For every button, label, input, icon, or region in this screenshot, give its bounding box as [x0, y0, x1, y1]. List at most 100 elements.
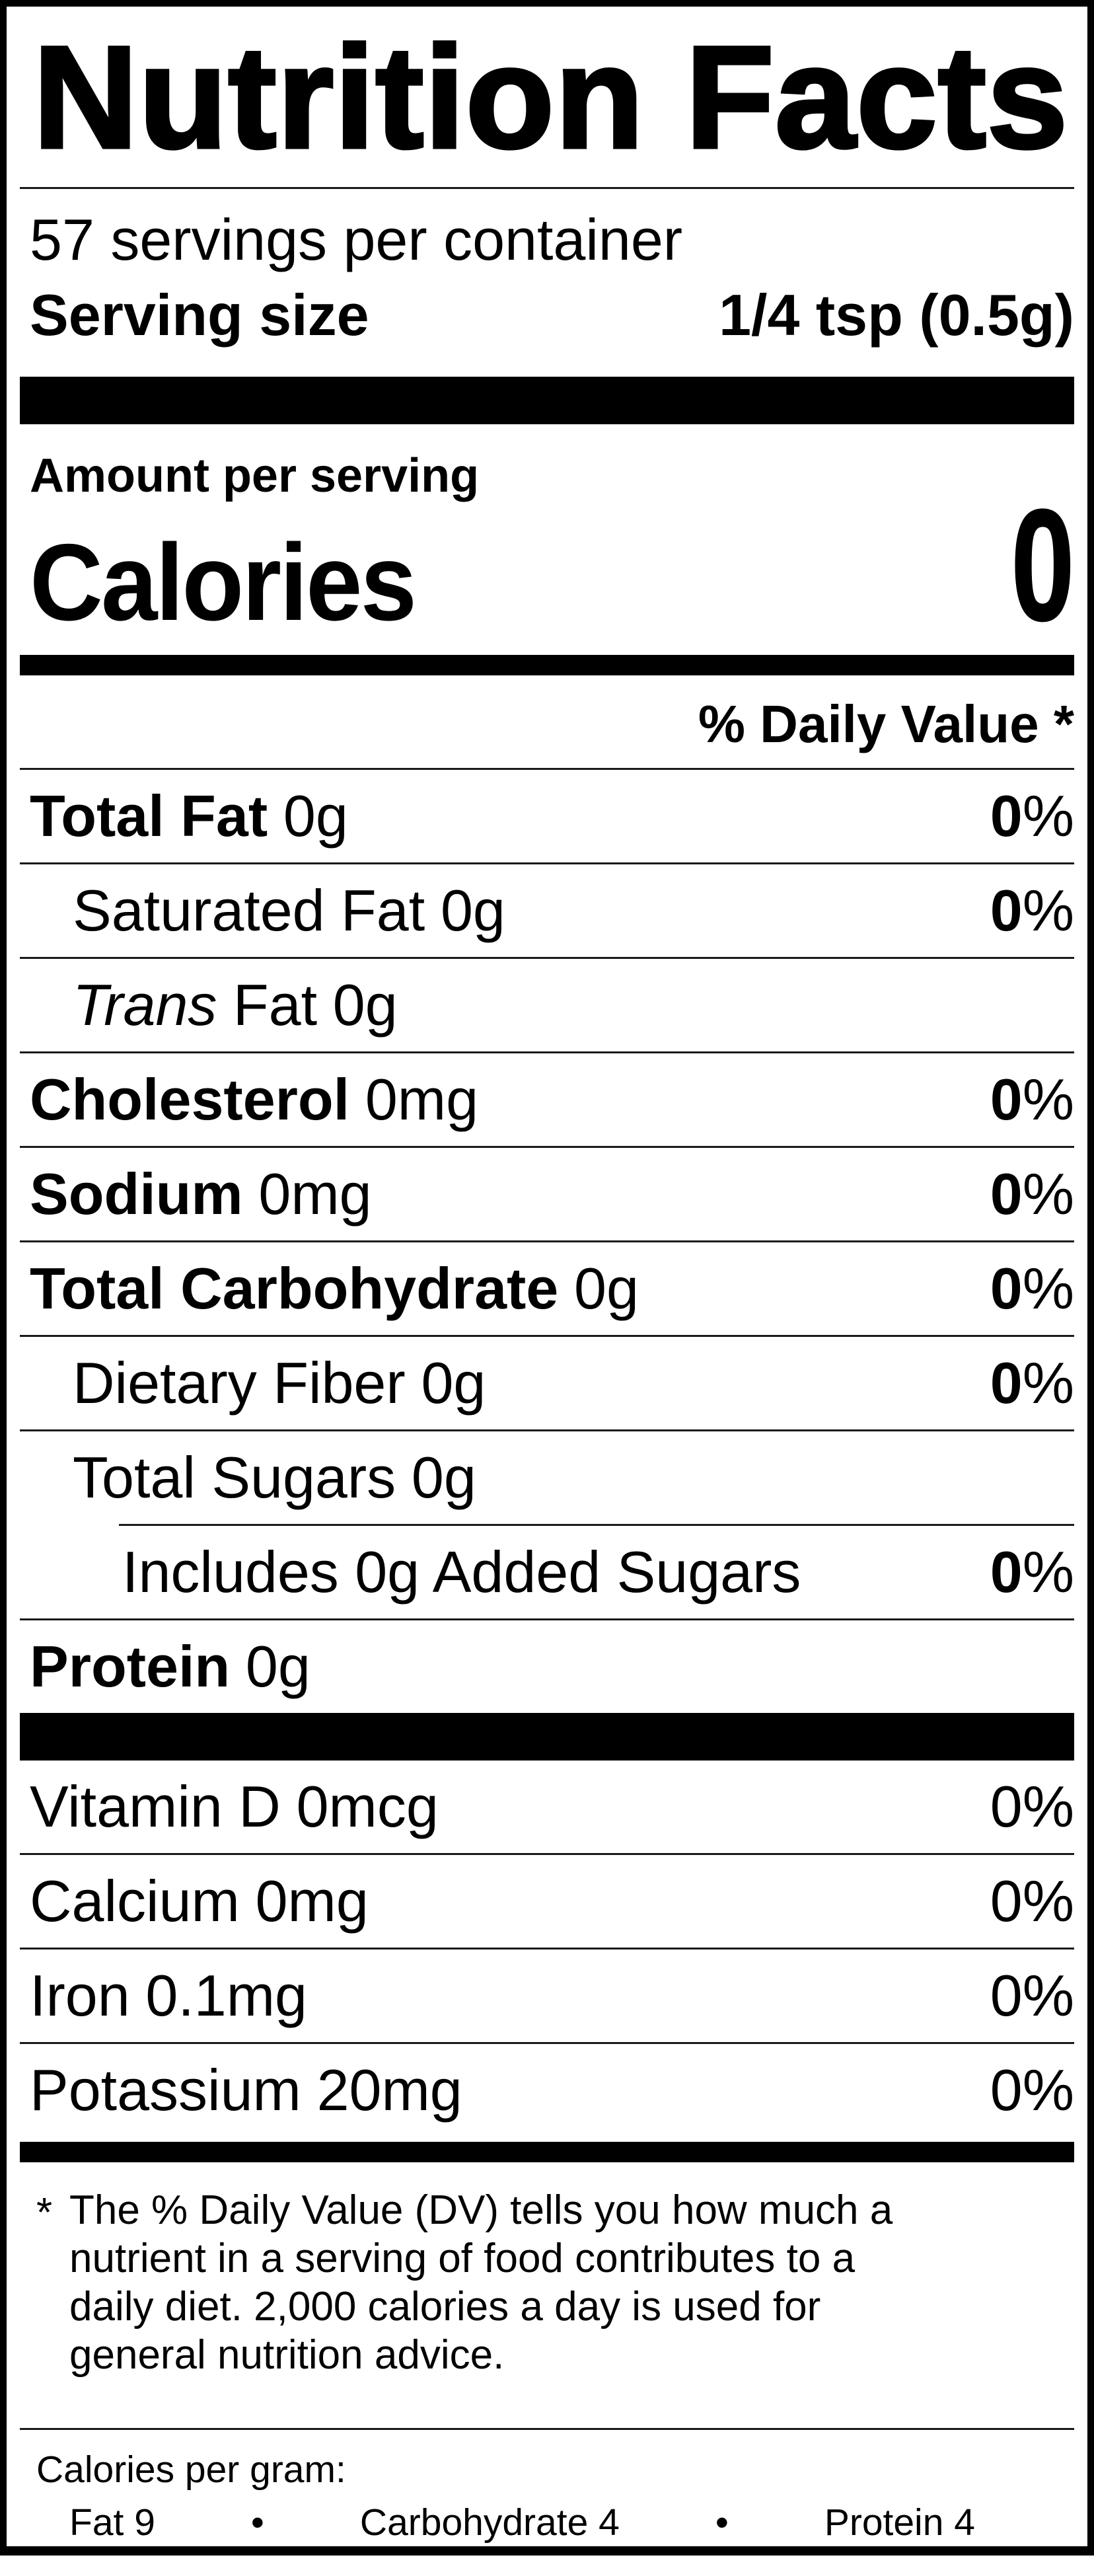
- divider: [20, 768, 1074, 770]
- thick-separator-bar: [20, 377, 1074, 424]
- nutrient-name-bold: Cholesterol: [30, 1067, 350, 1132]
- nutrient-name: Saturated Fat 0g: [20, 877, 505, 944]
- amount-per-serving-label: Amount per serving: [30, 449, 480, 502]
- daily-value: 0%: [990, 1349, 1074, 1417]
- nutrient-amount: 0g: [332, 972, 398, 1038]
- daily-value-header: % Daily Value *: [698, 695, 1074, 753]
- nutrient-amount: 0mg: [258, 1161, 372, 1227]
- vitamin-name-text: Iron: [30, 1963, 130, 2028]
- daily-value-percent-sign: %: [1022, 783, 1074, 849]
- daily-value: 0%: [990, 1160, 1074, 1228]
- nutrient-row: Dietary Fiber 0g 0%: [20, 1337, 1074, 1429]
- nutrient-row: Includes 0g Added Sugars 0%: [20, 1526, 1074, 1618]
- daily-value: 0%: [990, 1773, 1074, 1840]
- vitamin-name: Iron 0.1mg: [20, 1962, 307, 2029]
- calories-per-gram-item: Carbohydrate 4: [359, 2501, 620, 2544]
- calories-row: Calories 0: [30, 485, 1075, 645]
- calories-per-gram-values: Fat 9 • Carbohydrate 4 • Protein 4: [69, 2500, 975, 2545]
- daily-value-percent-sign: %: [1022, 878, 1074, 943]
- daily-value-number: 0: [990, 1963, 1023, 2028]
- vitamin-amount: 0.1mg: [145, 1963, 307, 2028]
- nutrient-name: Protein 0g: [20, 1633, 310, 1700]
- serving-size-label: Serving size: [30, 282, 369, 348]
- nutrient-name-bold: Total Fat: [30, 783, 268, 849]
- nutrient-name-bold: Total Carbohydrate: [30, 1256, 559, 1321]
- daily-value-percent-sign: %: [1022, 1067, 1074, 1132]
- divider: [20, 1853, 1074, 1855]
- nutrient-name: Trans Fat 0g: [20, 971, 398, 1039]
- daily-value-number: 0: [990, 878, 1023, 943]
- nutrient-amount: 0g: [411, 1445, 476, 1510]
- daily-value-percent-sign: %: [1022, 1539, 1074, 1605]
- nutrient-name: Total Sugars 0g: [20, 1444, 476, 1511]
- nutrient-name-regular: Total Sugars: [73, 1445, 396, 1510]
- calories-per-gram-label: Calories per gram:: [36, 2448, 346, 2491]
- thick-separator-bar: [20, 1713, 1074, 1761]
- nutrient-row: Protein 0g: [20, 1620, 1074, 1713]
- daily-value-number: 0: [990, 2057, 1023, 2123]
- vitamin-amount: 0mcg: [296, 1774, 439, 1839]
- daily-value: 0%: [990, 2057, 1074, 2124]
- daily-value: 0%: [990, 877, 1074, 944]
- vitamin-amount: 20mg: [316, 2057, 462, 2123]
- nutrient-amount: 0g: [245, 1634, 310, 1699]
- nutrient-name: Sodium 0mg: [20, 1160, 372, 1228]
- nutrient-name: Dietary Fiber 0g: [20, 1349, 486, 1417]
- medium-separator-bar: [20, 655, 1074, 675]
- footnote-line: The % Daily Value (DV) tells you how muc…: [69, 2187, 893, 2233]
- nutrient-row: Sodium 0mg 0%: [20, 1148, 1074, 1240]
- divider: [20, 957, 1074, 959]
- nutrient-row: Trans Fat 0g: [20, 959, 1074, 1051]
- footnote: * The % Daily Value (DV) tells you how m…: [36, 2186, 1061, 2379]
- vitamin-name: Vitamin D 0mcg: [20, 1773, 439, 1840]
- divider: [20, 1429, 1074, 1431]
- nutrient-name: Includes 0g Added Sugars: [20, 1538, 817, 1606]
- nutrient-amount: 0g: [283, 783, 348, 849]
- daily-value-number: 0: [990, 1350, 1023, 1416]
- nutrient-name-bold: Protein: [30, 1634, 231, 1699]
- daily-value-percent-sign: %: [1022, 2057, 1074, 2123]
- nutrient-name-regular: Includes 0g Added Sugars: [122, 1539, 801, 1605]
- vitamin-name-text: Potassium: [30, 2057, 301, 2123]
- nutrient-amount: 0g: [574, 1256, 639, 1321]
- footnote-line: nutrient in a serving of food contribute…: [69, 2236, 856, 2281]
- divider: [20, 1146, 1074, 1148]
- divider: [20, 1335, 1074, 1337]
- daily-value: 0%: [990, 1868, 1074, 1935]
- calories-per-gram-item: Protein 4: [824, 2501, 975, 2544]
- vitamin-row: Vitamin D 0mcg 0%: [20, 1761, 1074, 1853]
- vitamin-name-text: Vitamin D: [30, 1774, 281, 1839]
- daily-value-number: 0: [990, 1256, 1023, 1321]
- daily-value-percent-sign: %: [1022, 1774, 1074, 1839]
- daily-value: 0%: [990, 1538, 1074, 1606]
- nutrient-name-regular: Saturated Fat: [73, 878, 425, 943]
- footnote-line: general nutrition advice.: [69, 2332, 505, 2378]
- nutrient-name-italic: Trans: [73, 972, 217, 1038]
- daily-value-percent-sign: %: [1022, 1963, 1074, 2028]
- bullet-separator: •: [250, 2501, 264, 2544]
- daily-value-number: 0: [990, 1539, 1023, 1605]
- daily-value-number: 0: [990, 1067, 1023, 1132]
- vitamin-name-text: Calcium: [30, 1868, 240, 1934]
- label-title: Nutrition Facts: [32, 16, 1070, 178]
- nutrient-row: Cholesterol 0mg 0%: [20, 1053, 1074, 1146]
- vitamin-name: Calcium 0mg: [20, 1868, 369, 1935]
- daily-value: 0%: [990, 1962, 1074, 2029]
- divider: [20, 1051, 1074, 1053]
- medium-separator-bar: [20, 2142, 1074, 2162]
- daily-value-percent-sign: %: [1022, 1256, 1074, 1321]
- divider: [20, 862, 1074, 864]
- calories-per-gram-item: Fat 9: [69, 2501, 155, 2544]
- daily-value-number: 0: [990, 783, 1023, 849]
- divider: [20, 2042, 1074, 2044]
- nutrient-name: Cholesterol 0mg: [20, 1066, 478, 1133]
- divider: [119, 1524, 1074, 1526]
- bullet-separator: •: [715, 2501, 729, 2544]
- nutrient-name-regular: Fat: [217, 972, 318, 1038]
- nutrient-rows: Total Fat 0g 0% Saturated Fat 0g 0% Trans Fat 0…: [20, 770, 1074, 1713]
- nutrient-amount: 0mg: [365, 1067, 479, 1132]
- daily-value-number: 0: [990, 1868, 1023, 1934]
- daily-value-percent-sign: %: [1022, 1868, 1074, 1934]
- calories-label: Calories: [30, 521, 417, 643]
